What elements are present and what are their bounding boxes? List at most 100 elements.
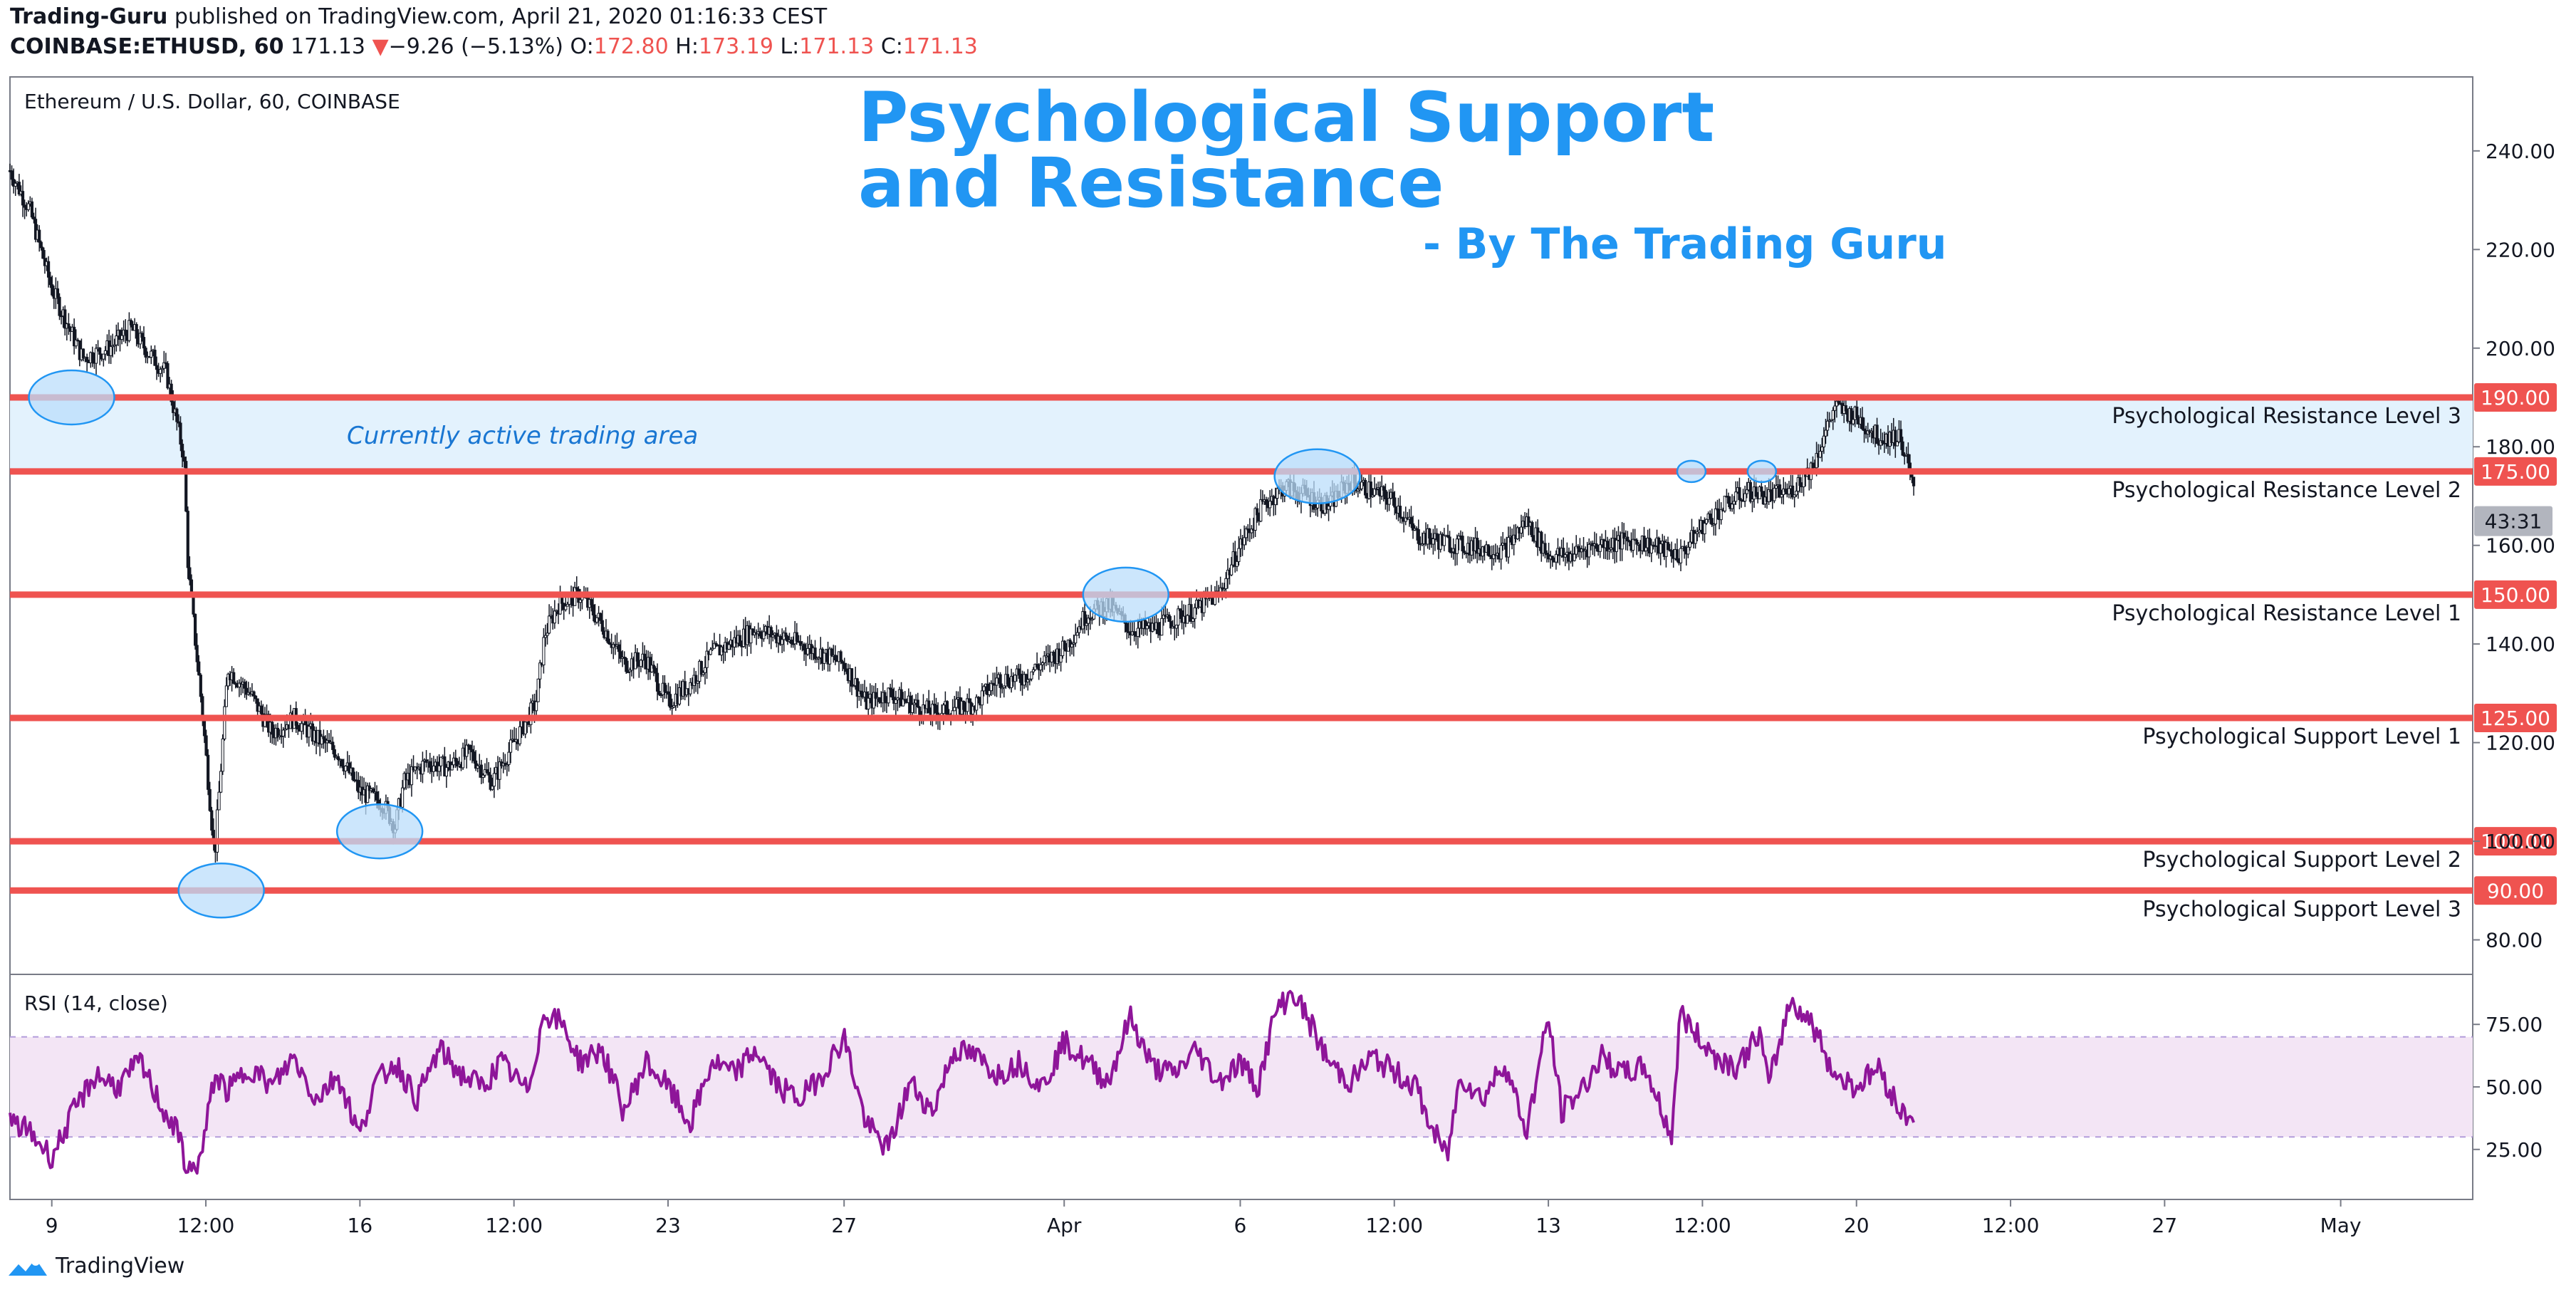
candle-body <box>402 773 406 788</box>
time-tick-label: 27 <box>831 1214 857 1237</box>
candle-body <box>538 662 542 679</box>
candle-body <box>1026 679 1030 682</box>
tradingview-brand[interactable]: TradingView <box>7 1254 184 1279</box>
candle-body <box>14 182 17 187</box>
candle-body <box>1018 674 1023 683</box>
candle-body <box>852 685 855 687</box>
candle-body <box>1404 517 1407 522</box>
time-tick-label: Apr <box>1047 1214 1082 1237</box>
candle-body <box>1712 524 1716 526</box>
candle-body <box>115 335 118 345</box>
candle-body <box>1778 484 1782 498</box>
candle-body <box>1006 674 1010 685</box>
chart-title-line1: Psychological Support <box>858 78 1714 157</box>
candle-body <box>738 635 742 647</box>
candle-body <box>1818 451 1822 458</box>
candle-body <box>1476 537 1479 554</box>
candle-body <box>1791 485 1795 498</box>
candle-body <box>479 764 483 779</box>
candle-body <box>245 687 249 695</box>
candle-body <box>170 383 173 402</box>
rsi-legend: RSI (14, close) <box>24 991 168 1015</box>
price-tick-label: 160.00 <box>2486 534 2555 558</box>
time-tick-label: 12:00 <box>177 1214 235 1237</box>
candle-body <box>1273 498 1277 506</box>
candle-body <box>1610 547 1613 550</box>
candle-body <box>1446 535 1450 538</box>
author-name: Trading-Guru <box>10 4 168 29</box>
candle-body <box>813 647 817 660</box>
level-lines: 190.00 Psychological Resistance Level 3 17… <box>10 383 2557 922</box>
candle-body <box>90 352 94 363</box>
candle-body <box>186 511 189 568</box>
candle-body <box>98 348 102 355</box>
candle-body <box>1545 553 1549 556</box>
candle-body <box>1409 516 1413 524</box>
candle-body <box>1400 516 1404 519</box>
candle-body <box>628 670 632 672</box>
candle-body <box>1193 607 1196 620</box>
candle-body <box>307 726 311 738</box>
candle-body <box>1136 628 1140 637</box>
last-price: 171.13 <box>291 34 366 59</box>
touch-marker <box>177 863 265 919</box>
candle-body <box>789 640 793 644</box>
candle-body <box>667 691 670 695</box>
candle-body <box>1391 491 1394 499</box>
level-price-tag-text: 90.00 <box>2487 879 2544 902</box>
candle-body <box>1531 521 1534 538</box>
candle-body <box>1222 588 1226 590</box>
time-axis: 9 12:00 16 12:00 23 27 Apr 6 12:00 13 12:00 20 12:00… <box>46 1199 2362 1237</box>
candle-body <box>1253 508 1257 531</box>
candle-body <box>300 723 303 732</box>
candle-body <box>67 323 71 328</box>
candle-body <box>1132 631 1136 635</box>
candle-body <box>565 603 569 607</box>
candle-body <box>26 203 30 210</box>
candle-body <box>1901 441 1904 456</box>
price-tick-label: 240.00 <box>2486 140 2555 163</box>
candle-body <box>689 682 692 694</box>
time-tick-label: 13 <box>1535 1214 1561 1237</box>
candle-body <box>296 724 300 730</box>
candle-body <box>58 296 61 316</box>
candle-body <box>655 672 659 692</box>
candle-body <box>991 682 995 685</box>
candle-body <box>469 744 472 750</box>
candle-body <box>1769 489 1773 493</box>
candle-body <box>234 682 237 685</box>
candle-body <box>578 599 582 603</box>
candle-body <box>1783 488 1787 492</box>
price-change: −9.26 (−5.13%) <box>388 34 563 59</box>
candle-body <box>1881 440 1884 444</box>
touch-marker <box>1746 459 1778 484</box>
candle-body <box>839 651 843 662</box>
price-tick-label: 180.00 <box>2486 435 2555 459</box>
rsi-tick-label: 75.00 <box>2486 1013 2543 1036</box>
candle-body <box>543 635 548 638</box>
candle-body <box>642 653 647 660</box>
price-tick-label: 120.00 <box>2486 731 2555 755</box>
candle-body <box>124 329 127 335</box>
candle-body <box>1075 632 1079 636</box>
candle-body <box>1268 501 1272 509</box>
candle-body <box>63 309 67 329</box>
candle-body <box>56 288 60 298</box>
candle-body <box>1696 531 1699 534</box>
candle-body <box>333 749 336 758</box>
candle-body <box>828 648 832 665</box>
candle-body <box>1659 543 1662 554</box>
publish-info: Trading-Guru published on TradingView.co… <box>10 4 827 29</box>
candle-body <box>375 791 379 801</box>
candle-body <box>81 348 85 358</box>
time-tick-label: 6 <box>1234 1214 1247 1237</box>
candle-body <box>38 229 41 243</box>
price-tick-label: 220.00 <box>2486 238 2555 261</box>
candle-body <box>1851 419 1855 425</box>
candle-body <box>48 276 52 286</box>
candle-body <box>1072 642 1075 645</box>
ohlc-header: COINBASE:ETHUSD, 60 171.13 ▼−9.26 (−5.13… <box>10 34 978 59</box>
candle-body <box>1894 429 1897 447</box>
candle-body <box>1499 545 1503 560</box>
